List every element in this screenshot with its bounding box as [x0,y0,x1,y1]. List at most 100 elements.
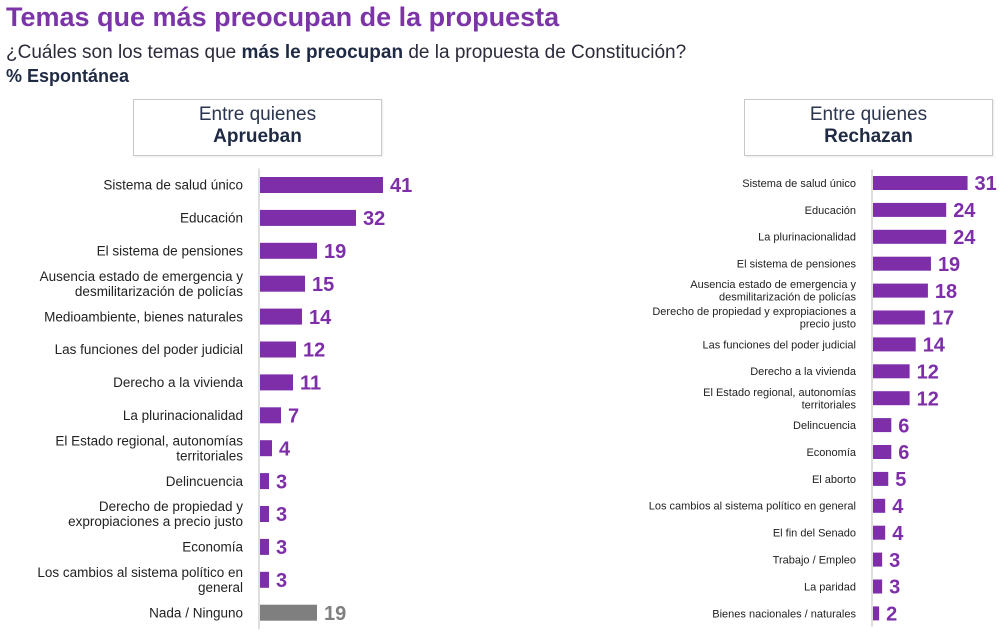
value-label: 19 [938,254,960,276]
category-label: La paridad [804,581,856,593]
category-label-line: general [198,580,243,595]
bar [873,445,892,459]
bar [260,571,269,588]
value-label: 19 [324,603,346,625]
value-label: 6 [898,415,909,437]
category-label: Educación [180,211,243,226]
value-label: 41 [390,175,412,197]
category-label-line: expropiaciones a precio justo [68,514,243,529]
category-label-line: territoriales [802,399,857,411]
category-label: Sistema de salud único [103,178,243,193]
category-label-line: Trabajo / Empleo [773,554,856,566]
category-label: Ausencia estado de emergencia y desmilita… [690,279,856,304]
category-label-line: Las funciones del poder judicial [55,342,243,357]
bar [260,209,356,226]
bar [873,337,916,352]
category-label-line: El sistema de pensiones [737,259,857,271]
category-label: Sistema de salud único [742,178,856,190]
value-label: 14 [923,335,946,357]
bar [873,418,892,433]
bar [260,407,281,424]
category-label-line: La plurinacionalidad [758,232,856,244]
category-label: Economía [806,447,856,459]
value-label: 3 [889,577,900,599]
value-label: 17 [932,308,954,330]
category-label: Medioambiente, bienes naturales [44,309,243,324]
bar [260,275,305,292]
value-label: 3 [276,537,287,559]
bar [873,202,947,217]
category-label-line: Educación [180,211,243,226]
bar [873,256,931,271]
chart-panel-aprueban: 41 Sistema de salud único 32 Educación 19 El … [37,168,412,630]
value-label: 7 [288,406,299,428]
group-header-aprueban: Entre quienes Aprueban [133,99,382,156]
bar [873,283,928,298]
category-label: La plurinacionalidad [758,232,856,244]
category-label-line: desmilitarización de policías [75,284,243,299]
value-label: 19 [324,241,346,263]
group-header-rechazan: Entre quienes Rechazan [744,99,993,156]
category-label-line: Derecho de propiedad y expropiaciones a [652,306,857,318]
category-label-line: Nada / Ninguno [149,605,243,620]
bar [873,525,886,540]
value-label: 2 [886,604,897,626]
category-label: Economía [182,540,243,555]
category-label-line: La plurinacionalidad [123,408,243,423]
value-label: 12 [917,362,939,384]
bar [260,177,383,193]
category-label-line: Economía [182,540,243,555]
category-label-line: El sistema de pensiones [97,244,244,259]
value-label: 3 [276,570,287,592]
value-label: 4 [892,523,904,545]
value-label: 6 [898,442,909,464]
category-label: Bienes nacionales / naturales [712,608,856,620]
category-label-line: Derecho a la vivienda [113,375,243,390]
category-label-line: Delincuencia [793,420,857,432]
value-label: 24 [953,200,976,222]
category-label-line: Delincuencia [166,474,244,489]
category-label-line: Sistema de salud único [103,178,243,193]
category-label: Nada / Ninguno [149,605,243,620]
category-label-line: precio justo [800,319,856,331]
bar [873,579,883,594]
category-label: Ausencia estado de emergencia y desmilita… [40,269,244,299]
percent-note: % Espontánea [6,66,130,86]
category-label: El fin del Senado [773,528,856,540]
category-label-line: Los cambios al sistema político en [37,565,243,580]
bar [873,176,968,190]
category-label: Trabajo / Empleo [773,554,856,566]
group-header-line1: Entre quienes [198,104,317,125]
group-header-line2: Aprueban [213,126,302,147]
value-label: 3 [889,550,900,572]
bar [873,552,883,567]
page-subtitle: ¿Cuáles son los temas que más le preocup… [6,42,686,64]
bar [873,471,889,486]
bar [260,440,272,457]
category-label-line: Sistema de salud único [742,178,856,190]
value-label: 4 [892,496,904,518]
bar [873,310,925,325]
category-label-line: territoriales [176,448,243,463]
category-label: El sistema de pensiones [97,244,244,259]
category-label-line: El fin del Senado [773,528,856,540]
category-label-line: Bienes nacionales / naturales [712,608,856,620]
category-label: El aborto [812,474,856,486]
bar [873,498,886,513]
value-label: 14 [309,307,332,329]
subtitle-pre: ¿Cuáles son los temas que [6,42,242,63]
value-label: 3 [276,471,287,493]
value-label: 31 [975,173,997,195]
category-label: La plurinacionalidad [123,408,243,423]
value-label: 15 [312,274,334,296]
bar [873,606,880,621]
subtitle-post: de la propuesta de Constitución? [403,42,687,63]
bar [260,538,269,555]
category-label: Derecho a la vivienda [113,375,243,390]
category-label-line: La paridad [804,581,856,593]
category-label: Delincuencia [793,420,857,432]
category-label-line: El Estado regional, autonomías [703,387,856,399]
category-label-line: Las funciones del poder judicial [703,339,857,351]
value-label: 12 [303,340,325,362]
